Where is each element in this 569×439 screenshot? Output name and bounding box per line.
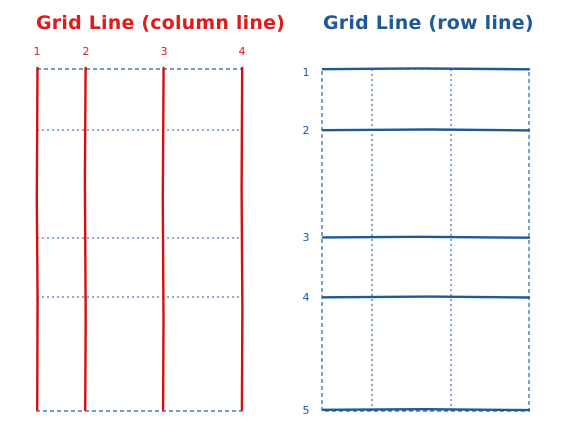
column-line-number: 3 xyxy=(161,45,168,58)
column-line-panel: 1 2 3 4 xyxy=(34,45,246,412)
row-line-number: 1 xyxy=(303,66,310,79)
column-line-2 xyxy=(83,66,87,412)
column-line-number: 2 xyxy=(83,45,90,58)
row-line-number: 4 xyxy=(303,291,310,304)
row-line-number: 2 xyxy=(303,124,310,137)
row-line-panel: 1 2 3 4 5 xyxy=(303,66,531,417)
row-grid-container xyxy=(321,68,530,412)
column-line-3 xyxy=(161,66,165,412)
row-line-1 xyxy=(321,67,531,71)
row-line-4 xyxy=(321,295,531,299)
row-line-number: 5 xyxy=(303,404,310,417)
column-line-title: Grid Line (column line) xyxy=(36,12,286,34)
row-line-number: 3 xyxy=(303,231,310,244)
row-line-3 xyxy=(321,235,531,239)
column-line-number: 1 xyxy=(34,45,41,58)
row-line-5 xyxy=(321,407,531,412)
column-line-number: 4 xyxy=(239,45,246,58)
column-line-1 xyxy=(35,66,39,412)
row-line-2 xyxy=(321,128,531,132)
column-line-4 xyxy=(240,66,244,412)
column-grid-container xyxy=(36,68,243,412)
row-line-title: Grid Line (row line) xyxy=(323,12,534,34)
